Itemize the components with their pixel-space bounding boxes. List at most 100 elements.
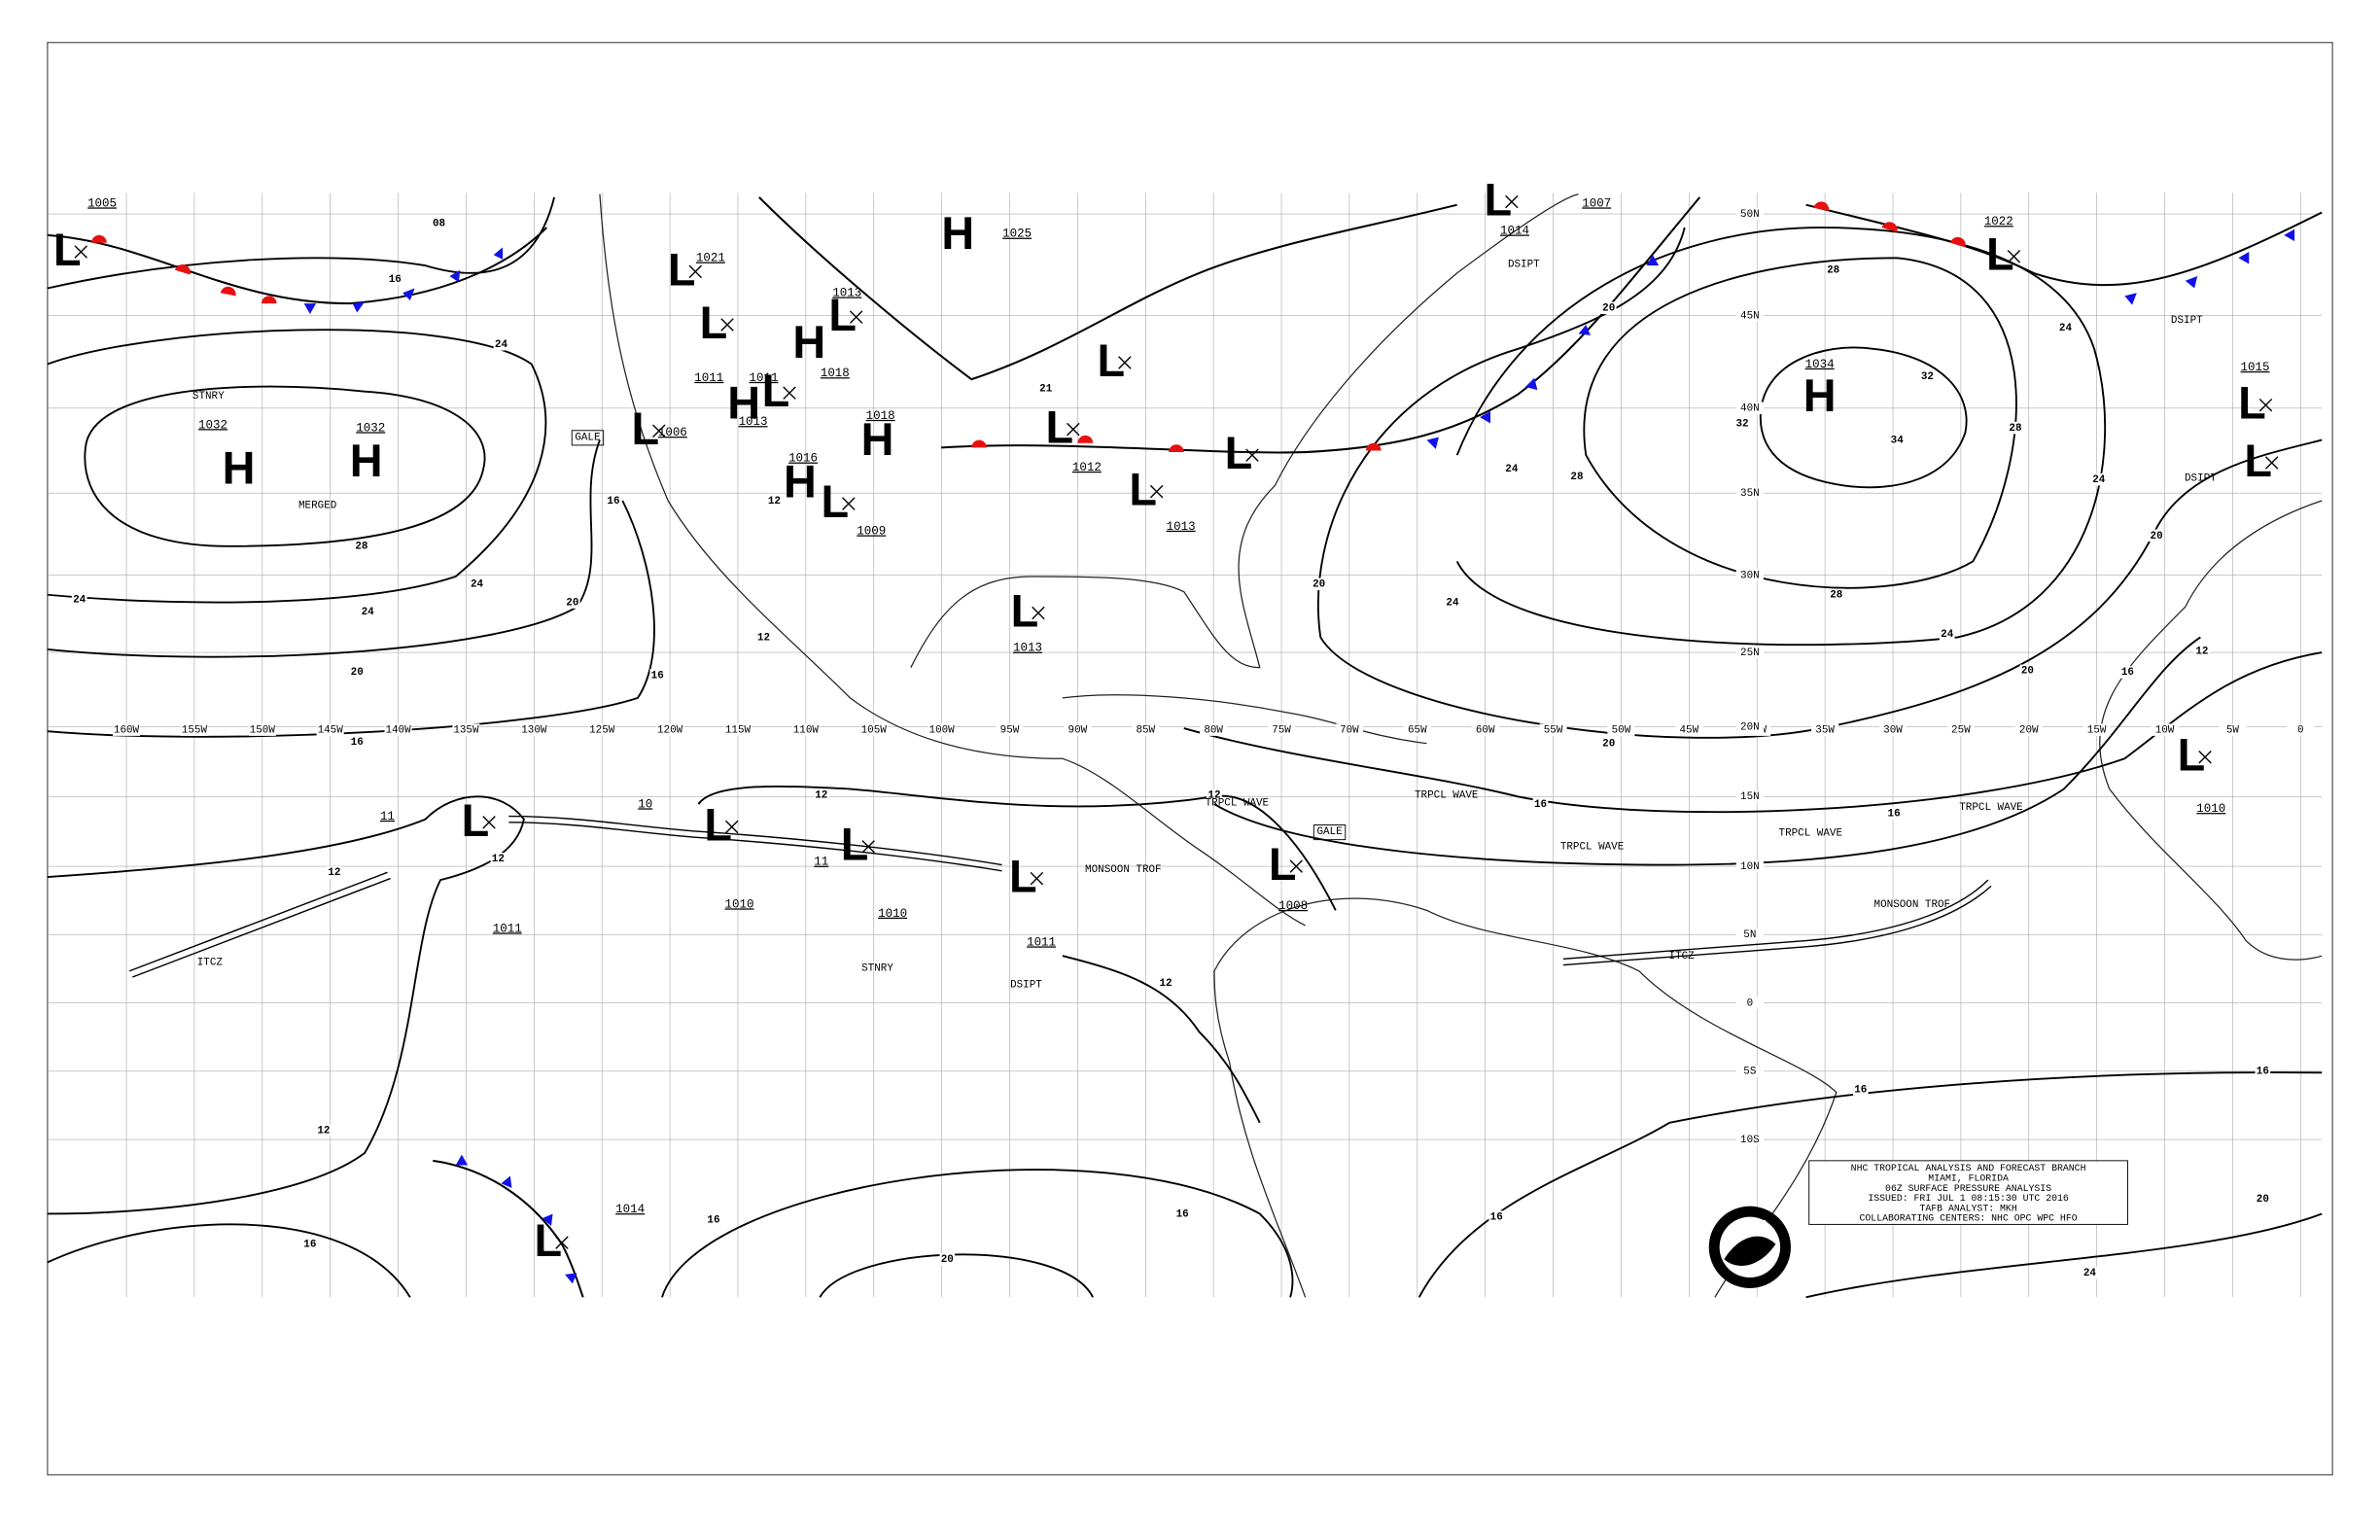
label-box [1312,824,1347,841]
pressure-value: 10 [638,797,652,811]
low-marker [1067,422,1080,437]
label-bg [928,723,956,736]
isobar-label: 28 [355,542,368,553]
itcz [128,871,391,978]
coastline [1062,694,1427,745]
label-bg [469,578,485,591]
isobar [1213,636,2201,866]
pressure-value: 1032 [356,421,385,435]
info-box [1808,1160,2128,1225]
feature-label: DSIPT [1508,259,1540,270]
label-bg [316,723,344,736]
isobar-label: 24 [2083,1268,2097,1279]
pressure-value: 1016 [788,452,818,466]
longitude-label: 25W [1951,725,1971,737]
longitude-label: 45W [1680,725,1699,737]
label-bg [1735,1065,1764,1078]
isobar-label: 16 [707,1215,719,1227]
low-marker [1505,194,1519,209]
label-bg [1174,1208,1190,1220]
isobar-label: 20 [1602,303,1615,315]
low-marker [1118,356,1132,369]
isobar-label: 12 [492,854,505,865]
frame [47,42,2333,1476]
feature-label: GALE [1316,826,1342,838]
isobar [47,439,601,658]
isobar-label: 24 [73,594,87,606]
label-bg [1829,588,1844,601]
pressure-center-letter: L [841,820,869,870]
label-bg [2255,1192,2271,1206]
isobar-label: 16 [351,737,364,749]
pressure-value: 1013 [1167,520,1196,534]
label-bg [1403,723,1431,736]
label-bg [1946,723,1975,736]
longitude-label: 110W [793,725,820,737]
isobar [1319,438,2323,739]
front [47,227,548,305]
latitude-label: 10N [1740,861,1760,873]
label-bg [2057,321,2074,334]
isobar-label: 16 [1854,1084,1867,1096]
isobar [47,795,525,1215]
pressure-center-letter: H [223,443,256,494]
label-bg [2194,645,2210,657]
label-bg [2008,421,2023,435]
pressure-center-letter: L [700,298,728,348]
isobar-label: 28 [1827,265,1839,277]
isobar-label: 20 [941,1254,954,1266]
isobar-label: 24 [1941,629,1954,641]
labels: 160W 155W 150W 145W 140W 135W 130W 125W 120W 115W… [71,196,2315,1279]
latitude-label: 45N [1740,310,1760,322]
longitude-label: 60W [1476,725,1495,737]
low-marker [724,820,739,834]
pressure-center-letter: L [2238,378,2266,429]
isobar-label: 16 [389,274,402,286]
latitude-label: 0 [1747,998,1754,1009]
label-bg [1539,723,1567,736]
latitude-label: 40N [1740,403,1760,415]
pressure-value: 1013 [832,286,861,299]
isobar [697,785,1337,911]
pressure-value: 1013 [1013,642,1042,655]
longitude-label: 135W [453,725,479,737]
longitude-label: 20W [2019,725,2039,737]
pressure-value: 1013 [739,415,768,429]
longitude-label: 115W [725,725,752,737]
label-bg [1600,737,1617,750]
label-bg [1445,596,1460,609]
feature-label: DSIPT [1010,980,1042,992]
info-line: ISSUED: FRI JUL 1 08:15:30 UTC 2016 [1868,1193,2069,1204]
label-bg [1504,462,1520,475]
pressure-value: 1012 [1072,461,1102,474]
isobar-label: 16 [1490,1211,1503,1223]
pressure-center-letter: L [1485,174,1513,225]
longitude-label: 50W [1612,725,1631,737]
label-bg [2014,723,2043,736]
isobar-label: 24 [1505,464,1519,475]
isobar-label: 16 [651,670,664,682]
info-line: 06Z SURFACE PRESSURE ANALYSIS [1885,1183,2051,1194]
low-marker [1289,859,1303,873]
label-bg [706,1213,721,1226]
longitude-label: 15W [2087,725,2107,737]
grid [47,192,2323,1298]
longitude-label: 55W [1544,725,1563,737]
pressure-center-letter: L [1986,229,2014,280]
pressure-center-letter: L [1098,335,1126,386]
label-bg [1200,723,1228,736]
coastline [599,193,1306,927]
longitude-label: 35W [1815,725,1835,737]
pressure-center-letter: L [1009,852,1037,902]
pressure-center-letter: L [2244,436,2272,486]
isobar-label: 12 [768,496,781,508]
pressure-value: 11 [814,856,828,869]
low-marker [74,245,88,259]
isobar-label: 08 [433,218,445,229]
label-bg [327,866,342,879]
isobar [1418,1071,2323,1298]
label-bg [112,723,141,736]
front-symbols [91,201,1966,453]
